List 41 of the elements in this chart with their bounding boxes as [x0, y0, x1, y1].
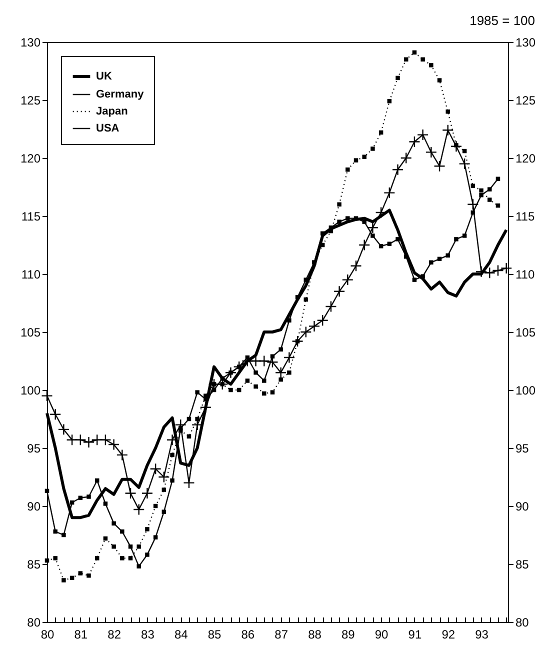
y2-tick-label: 115: [516, 210, 535, 224]
x-tick-label: 88: [308, 628, 322, 642]
x-tick-label: 89: [341, 628, 356, 642]
y-tick-label: 125: [20, 94, 41, 108]
legend-label: USA: [96, 122, 120, 134]
y-tick-label: 115: [21, 210, 41, 224]
x-tick-label: 87: [274, 628, 288, 642]
y2-tick-label: 105: [516, 326, 536, 340]
x-tick-label: 90: [374, 628, 389, 642]
y-tick-label: 100: [20, 384, 41, 398]
x-tick-label: 85: [208, 628, 222, 642]
y2-tick-label: 80: [516, 616, 530, 630]
y2-tick-label: 90: [516, 500, 530, 514]
y-tick-label: 90: [27, 500, 41, 514]
legend-label: UK: [96, 70, 112, 82]
y2-tick-label: 110: [516, 268, 535, 282]
y-tick-label: 80: [27, 616, 41, 630]
y-tick-label: 95: [27, 442, 41, 456]
x-tick-label: 84: [174, 628, 188, 642]
x-tick-label: 92: [442, 628, 456, 642]
legend-label: Germany: [96, 88, 145, 100]
x-tick-label: 81: [74, 628, 88, 642]
y-tick-label: 85: [27, 558, 41, 572]
y2-tick-label: 120: [516, 152, 536, 166]
y2-tick-label: 130: [516, 36, 536, 50]
y2-tick-label: 100: [516, 384, 536, 398]
legend-label: Japan: [96, 106, 128, 118]
x-tick-label: 86: [241, 628, 255, 642]
y2-tick-label: 85: [516, 558, 530, 572]
text: 1985 = 100: [470, 13, 536, 28]
y-tick-label: 120: [20, 152, 41, 166]
x-tick-label: 80: [40, 628, 54, 642]
x-tick-label: 83: [141, 628, 155, 642]
y-tick-label: 130: [20, 36, 41, 50]
y-tick-label: 105: [20, 326, 41, 340]
y2-tick-label: 95: [516, 442, 530, 456]
y-tick-label: 110: [21, 268, 41, 282]
x-tick-label: 82: [108, 628, 122, 642]
y2-tick-label: 125: [516, 94, 536, 108]
x-tick-label: 91: [408, 628, 422, 642]
x-tick-label: 93: [475, 628, 489, 642]
